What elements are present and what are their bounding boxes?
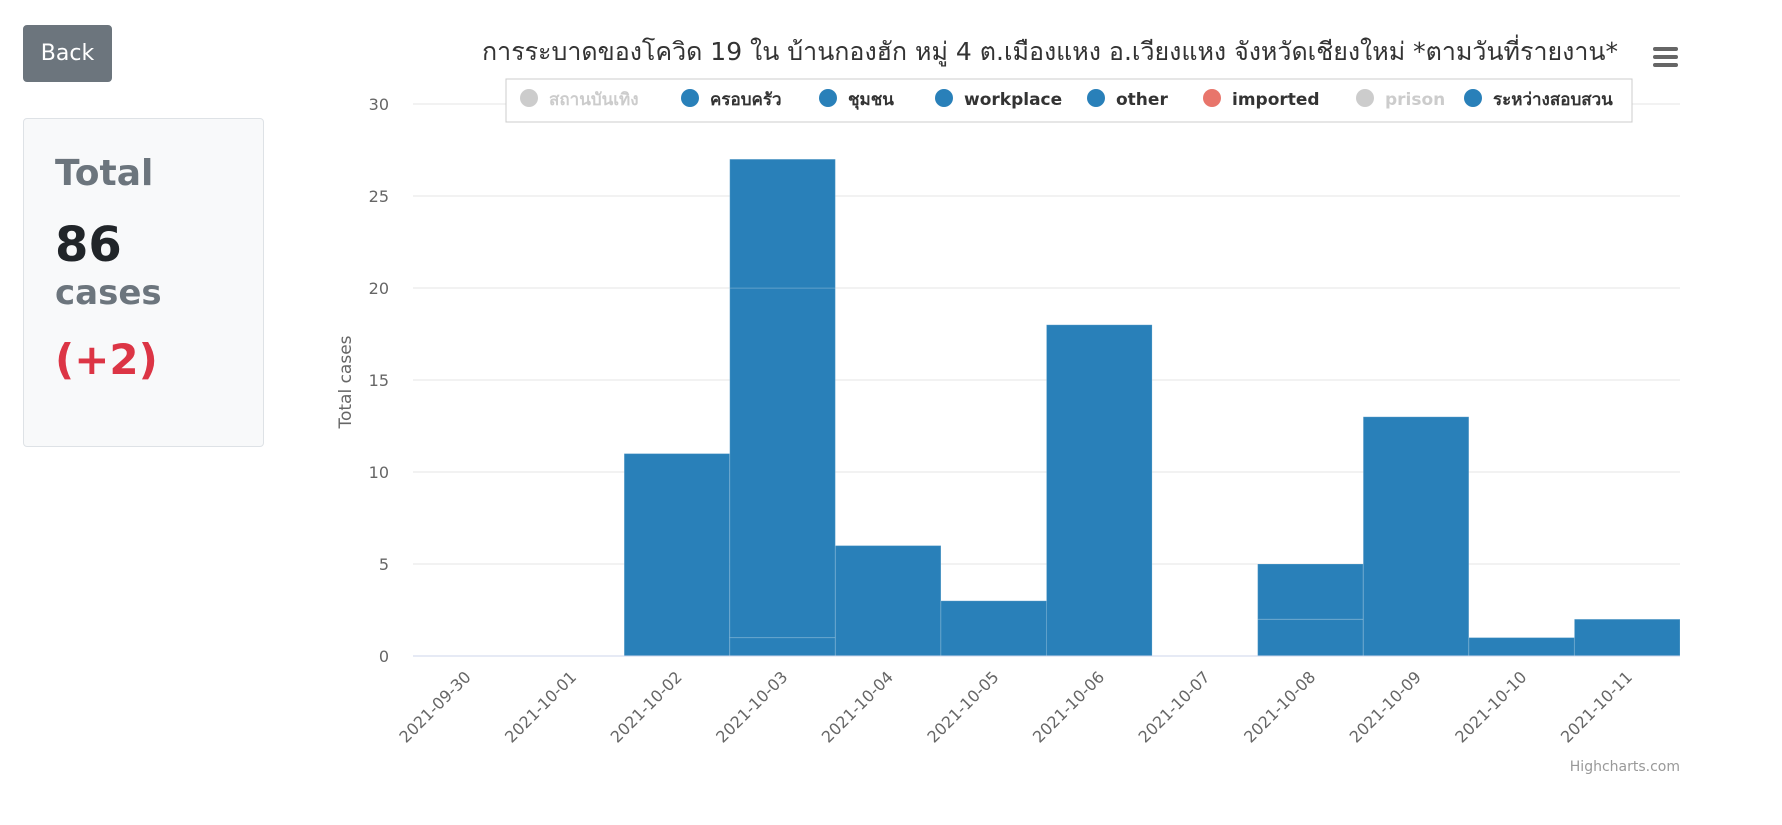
x-tick-label: 2021-10-11: [1557, 667, 1636, 746]
bar-segment[interactable]: [834, 545, 942, 657]
highcharts-credit[interactable]: Highcharts.com: [1570, 759, 1680, 775]
legend-frame: [505, 78, 1633, 123]
bar-segment[interactable]: [729, 637, 836, 657]
total-unit: cases: [55, 273, 162, 313]
legend-label: workplace: [964, 90, 1062, 110]
legend-item[interactable]: workplace: [935, 89, 1062, 110]
x-tick-label: 2021-10-06: [1029, 667, 1108, 746]
x-tick-label: 2021-10-02: [607, 667, 686, 746]
total-count: 86: [55, 217, 122, 273]
bar-segment[interactable]: [1257, 618, 1364, 657]
y-tick-label: 15: [369, 371, 389, 390]
x-tick-label: 2021-10-03: [712, 667, 791, 746]
y-tick-label: 30: [369, 95, 389, 114]
total-label: Total: [55, 153, 154, 194]
legend-symbol: [520, 89, 538, 107]
legend-symbol: [935, 89, 953, 107]
legend-item[interactable]: ชุมชน: [819, 89, 894, 110]
bar-segment[interactable]: [940, 600, 1048, 657]
x-tick-label: 2021-10-08: [1240, 667, 1319, 746]
bars: [623, 158, 1681, 657]
bar-segment[interactable]: [1573, 618, 1681, 657]
x-tick-label: 2021-10-10: [1451, 667, 1530, 746]
legend-label: imported: [1232, 90, 1320, 110]
total-cases-card: Total 86 cases (+2): [23, 118, 264, 447]
y-tick-label: 10: [369, 463, 389, 482]
bar-segment[interactable]: [1468, 637, 1575, 657]
legend-item[interactable]: other: [1087, 89, 1168, 110]
bar-segment[interactable]: [1362, 416, 1470, 657]
legend-label: ชุมชน: [848, 90, 894, 110]
legend-symbol: [681, 89, 699, 107]
bar-segment[interactable]: [729, 158, 836, 289]
x-tick-label: 2021-10-04: [818, 667, 897, 746]
menu-icon[interactable]: [1650, 40, 1680, 70]
bar-segment[interactable]: [729, 287, 836, 639]
x-tick-label: 2021-10-01: [501, 667, 580, 746]
x-axis-ticks: 2021-09-30 2021-10-01 2021-10-02 2021-10-03…: [395, 667, 1636, 746]
back-button[interactable]: Back: [23, 25, 112, 82]
bar-segment[interactable]: [1046, 324, 1153, 657]
x-tick-label: 2021-10-05: [923, 667, 1002, 746]
legend-symbol: [1356, 89, 1374, 107]
legend-label: สถานบันเทิง: [549, 90, 639, 110]
legend-label: prison: [1385, 90, 1445, 110]
x-tick-label: 2021-10-09: [1346, 667, 1425, 746]
legend-item[interactable]: prison: [1356, 89, 1445, 110]
y-axis-title: Total cases: [336, 335, 356, 429]
y-tick-label: 25: [369, 187, 389, 206]
y-tick-label: 5: [379, 555, 389, 574]
x-tick-label: 2021-09-30: [395, 667, 474, 746]
y-tick-label: 0: [379, 647, 389, 666]
legend-symbol: [819, 89, 837, 107]
legend-symbol: [1464, 89, 1482, 107]
total-delta: (+2): [55, 335, 158, 384]
x-tick-label: 2021-10-07: [1135, 667, 1214, 746]
y-tick-label: 20: [369, 279, 389, 298]
legend-symbol: [1087, 89, 1105, 107]
chart-title: การระบาดของโควิด 19 ใน บ้านกองฮัก หมู่ 4…: [482, 34, 1618, 67]
legend-label: other: [1116, 90, 1168, 110]
legend-item[interactable]: ระหว่างสอบสวน: [1464, 89, 1613, 110]
bar-segment[interactable]: [623, 453, 731, 657]
y-axis-ticks: 0 5 10 15 20 25 30: [369, 95, 389, 666]
legend-item[interactable]: imported: [1203, 89, 1320, 110]
legend-label: ครอบครัว: [710, 90, 782, 110]
legend: สถานบันเทิง ครอบครัว ชุมชน workplace other im…: [505, 78, 1633, 123]
legend-item[interactable]: สถานบันเทิง: [520, 89, 639, 110]
legend-item[interactable]: ครอบครัว: [681, 89, 782, 110]
legend-label: ระหว่างสอบสวน: [1493, 90, 1613, 110]
bar-segment[interactable]: [1257, 563, 1364, 620]
legend-symbol: [1203, 89, 1221, 107]
